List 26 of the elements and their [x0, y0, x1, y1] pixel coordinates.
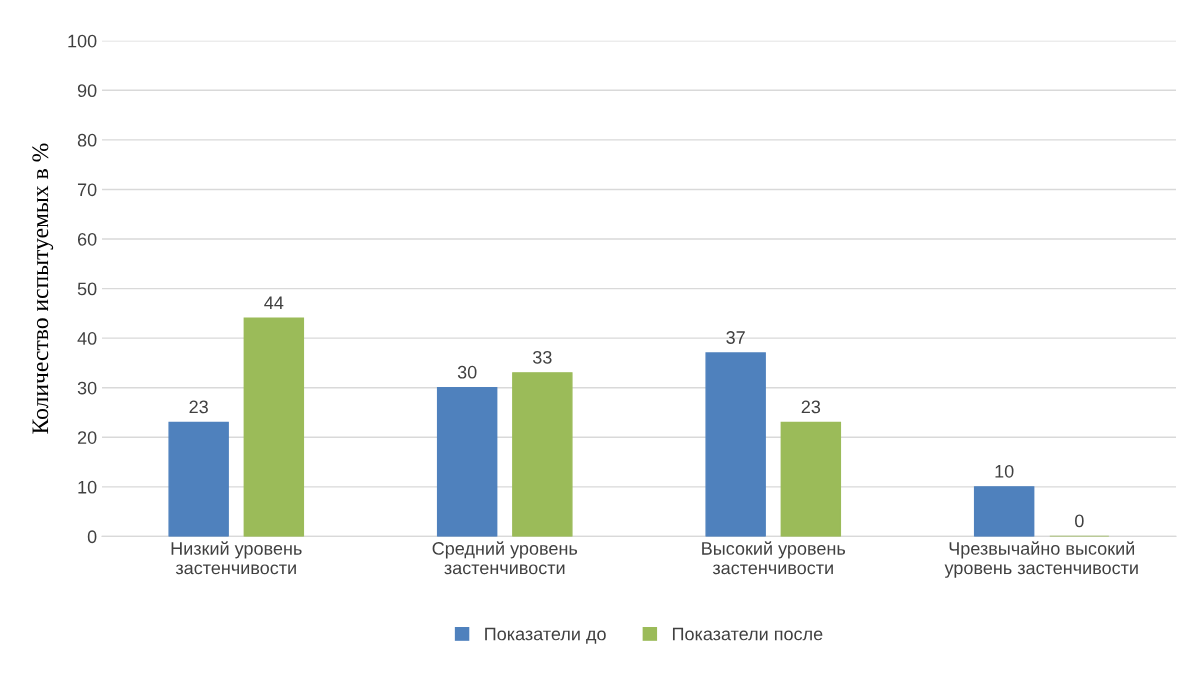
y-axis-title: Количество испытуемых в % [32, 143, 54, 434]
data-label: 10 [995, 464, 1014, 478]
y-tick-label: 0 [87, 530, 97, 544]
y-tick-label: 10 [78, 480, 97, 494]
data-label: 30 [457, 365, 477, 379]
data-label: 23 [189, 400, 208, 414]
data-label: 44 [264, 296, 284, 310]
y-tick-label: 90 [77, 84, 97, 98]
y-tick-label: 40 [77, 332, 97, 345]
y-tick-label: 50 [77, 282, 97, 296]
data-label: 0 [1075, 514, 1084, 528]
legend-label: Показатели после [672, 627, 823, 641]
y-tick-label: 70 [77, 183, 97, 197]
y-tick-label: 30 [77, 381, 97, 395]
y-tick-label: 20 [77, 431, 97, 444]
x-tick-label: Чрезвычайно высокий уровень застенчивости [944, 541, 1138, 578]
x-tick-label: Высокий уровень застенчивости [702, 541, 846, 575]
data-label: 33 [532, 350, 552, 364]
data-label: 23 [801, 400, 821, 414]
data-label: 37 [726, 331, 745, 344]
y-tick-label: 80 [77, 133, 97, 147]
legend-label: Показатели до [485, 627, 606, 644]
x-tick-label: Низкий уровень застенчивости [171, 541, 302, 575]
x-tick-label: Средний уровень застенчивости [432, 541, 578, 575]
y-tick-label: 100 [68, 34, 97, 48]
y-tick-label: 60 [77, 232, 97, 246]
